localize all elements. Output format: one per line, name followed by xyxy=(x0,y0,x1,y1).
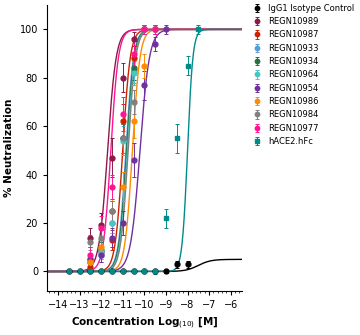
Legend: IgG1 Isotype Control, REGN10989, REGN10987, REGN10933, REGN10934, REGN10964, REG: IgG1 Isotype Control, REGN10989, REGN109… xyxy=(249,4,354,146)
Y-axis label: % Neutralization: % Neutralization xyxy=(4,99,14,197)
X-axis label: Concentration Log$_{(10)}$ [M]: Concentration Log$_{(10)}$ [M] xyxy=(71,316,218,331)
